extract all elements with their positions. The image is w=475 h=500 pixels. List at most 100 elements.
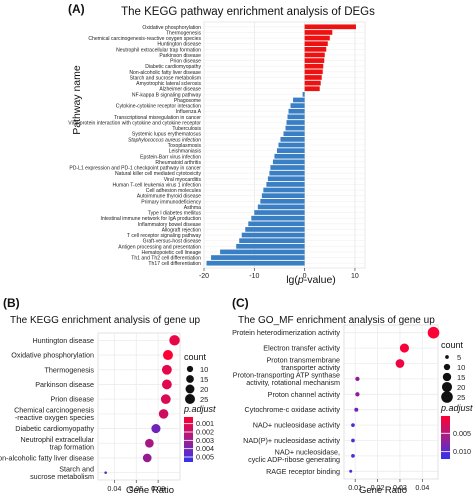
chart-a-bar: [286, 120, 305, 125]
chart-c-category-label: NAD(P)+ nucleosidase activity: [243, 436, 340, 445]
chart-c-legend-size-dot: [445, 355, 449, 359]
chart-b-tick-label: 0.04: [107, 484, 121, 493]
chart-b-legend-size-dot: [186, 375, 194, 383]
chart-b-category-label: Chemical carcinogenesis -reactive oxygen …: [14, 406, 94, 423]
chart-a-category-label: Influenza A: [176, 109, 202, 115]
chart-a-bar: [302, 91, 305, 97]
chart-a-category-label: Natural killer cell mediated cytotoxicit…: [115, 171, 202, 177]
chart-a-bar: [304, 69, 323, 75]
chart-a-bar: [270, 165, 305, 170]
chart-a-category-label: Epstein-Barr virus infection: [140, 154, 201, 160]
chart-a-bar: [267, 176, 305, 182]
chart-a-bar: [261, 193, 305, 199]
chart-b-tick-label: 0.06: [129, 484, 143, 493]
chart-c-legend-size-title: count: [441, 340, 464, 350]
chart-c-legend-size-dot: [441, 381, 453, 393]
chart-a-bar: [248, 221, 305, 227]
chart-b-dot: [160, 394, 171, 405]
chart-b-dot: [169, 335, 180, 346]
chart-a: Oxidative phosphorylationThermogenesisCh…: [68, 21, 366, 280]
chart-b-legend-size-label: 10: [200, 365, 208, 374]
chart-a-category-label: Graft-versus-host disease: [143, 239, 201, 245]
chart-a-category-label: Hematopoietic cell lineage: [142, 250, 202, 256]
chart-a-bar: [257, 204, 305, 210]
chart-c-tick-label: 0.02: [371, 483, 385, 492]
chart-a-bar: [263, 187, 305, 193]
chart-c-dot: [427, 326, 440, 339]
chart-a-category-label: Staphylococcus aureus infection: [128, 137, 201, 143]
chart-a-bar: [304, 58, 325, 63]
chart-b-tick-label: 0.08: [151, 484, 165, 493]
chart-c-dot: [351, 454, 355, 458]
chart-a-bar: [278, 142, 305, 148]
chart-b-legend-size-dot: [185, 394, 195, 404]
chart-a-category-label: Neutrophil extracellular trap formation: [116, 47, 201, 53]
chart-a-bar: [254, 210, 305, 215]
chart-a-bar: [211, 255, 305, 260]
chart-c: Protein heterodimerization activity Elect…: [232, 324, 473, 492]
chart-b-category-label: Thermogenesis: [44, 365, 94, 374]
chart-b-dot: [151, 423, 161, 434]
chart-a-category-label: Cell adhesion molecules: [146, 188, 202, 194]
chart-a-category-label: Phagosome: [174, 98, 201, 104]
chart-a-category-label: Allograft rejection: [162, 227, 202, 233]
chart-c-title: The GO_MF enrichment analysis of gene up: [238, 315, 435, 326]
chart-b-legend-color-label: 0.002: [196, 428, 214, 437]
chart-b-legend-color-label: 0.004: [196, 444, 214, 453]
chart-b-dot: [161, 379, 172, 390]
chart-b-legend-color-title: p.adjust: [183, 404, 216, 414]
chart-a-category-label: PD-L1 expression and PD-1 checkpoint pat…: [69, 166, 201, 172]
chart-c-legend-size-dot: [443, 363, 451, 371]
chart-a-category-label: Systemic lupus erythematosus: [132, 132, 202, 138]
chart-a-bar: [274, 153, 305, 159]
chart-a-category-label: Tuberculosis: [172, 126, 201, 132]
chart-c-dot: [351, 423, 355, 427]
chart-a-bar: [269, 170, 305, 176]
chart-c-dot: [355, 392, 360, 397]
chart-a-bar: [290, 103, 305, 108]
chart-c-legend-colorbar: [441, 416, 450, 459]
chart-b-category-label: Non-alcoholic fatty liver disease: [0, 453, 94, 462]
chart-c-category-label: RAGE receptor binding: [266, 467, 340, 476]
chart-c-legend-color-label: 0.005: [453, 429, 471, 438]
chart-a-category-label: Prion disease: [170, 59, 201, 65]
chart-a-category-label: Primary immunodeficiency: [141, 199, 201, 205]
chart-c-dot: [355, 376, 360, 382]
chart-a-bar: [245, 227, 305, 232]
chart-b-legend-color-label: 0.005: [196, 453, 214, 462]
chart-b-legend-size-label: 15: [200, 375, 208, 384]
chart-b-legend-size-label: 25: [200, 395, 208, 404]
chart-a-bar: [304, 30, 333, 35]
chart-b-category-label: Prion disease: [50, 395, 94, 404]
chart-a-category-label: Antigen processing and presentation: [118, 244, 201, 250]
chart-c-dot: [354, 407, 359, 412]
chart-a-tick-label: 10: [351, 273, 359, 280]
chart-a-category-label: Alzheimer disease: [159, 87, 201, 93]
chart-a-category-label: Viral myocarditis: [164, 177, 202, 183]
chart-a-category-label: T cell receptor signaling pathway: [127, 233, 202, 239]
chart-c-legend-size-dot: [442, 372, 452, 382]
chart-a-category-label: Starch and sucrose metabolism: [130, 75, 201, 81]
chart-a-category-label: Inflammatory bowel disease: [138, 222, 201, 228]
chart-b-legend-color-label: 0.001: [196, 419, 214, 428]
chart-a-bar: [288, 108, 305, 114]
chart-b-legend-colorbar: [184, 417, 193, 462]
chart-c-category-label: Protein heterodimerization activity: [232, 328, 340, 337]
chart-a-bar: [304, 86, 320, 92]
chart-c-category-label: Cytochrome-c oxidase activity: [245, 405, 341, 414]
chart-a-bar: [304, 41, 328, 47]
panel-label-b: (B): [3, 296, 20, 310]
chart-a-category-label: Parkinson disease: [159, 53, 201, 59]
chart-a-bar: [266, 182, 305, 187]
chart-a-bar: [283, 131, 305, 137]
chart-b-dot: [145, 438, 154, 448]
chart-a-bar: [236, 243, 305, 249]
chart-a-bar: [280, 137, 305, 142]
chart-c-category-label: Proton-transporting ATP synthase activity…: [233, 371, 340, 388]
chart-a-bar: [304, 24, 356, 30]
chart-a-category-label: Th17 cell differentiation: [148, 261, 201, 267]
chart-b-category-label: Neutrophil extracellular trap formation: [20, 435, 94, 452]
chart-c-tick-label: 0.04: [415, 483, 429, 492]
chart-a-category-label: Type I diabetes mellitus: [148, 211, 202, 217]
chart-b-dot: [158, 409, 169, 419]
